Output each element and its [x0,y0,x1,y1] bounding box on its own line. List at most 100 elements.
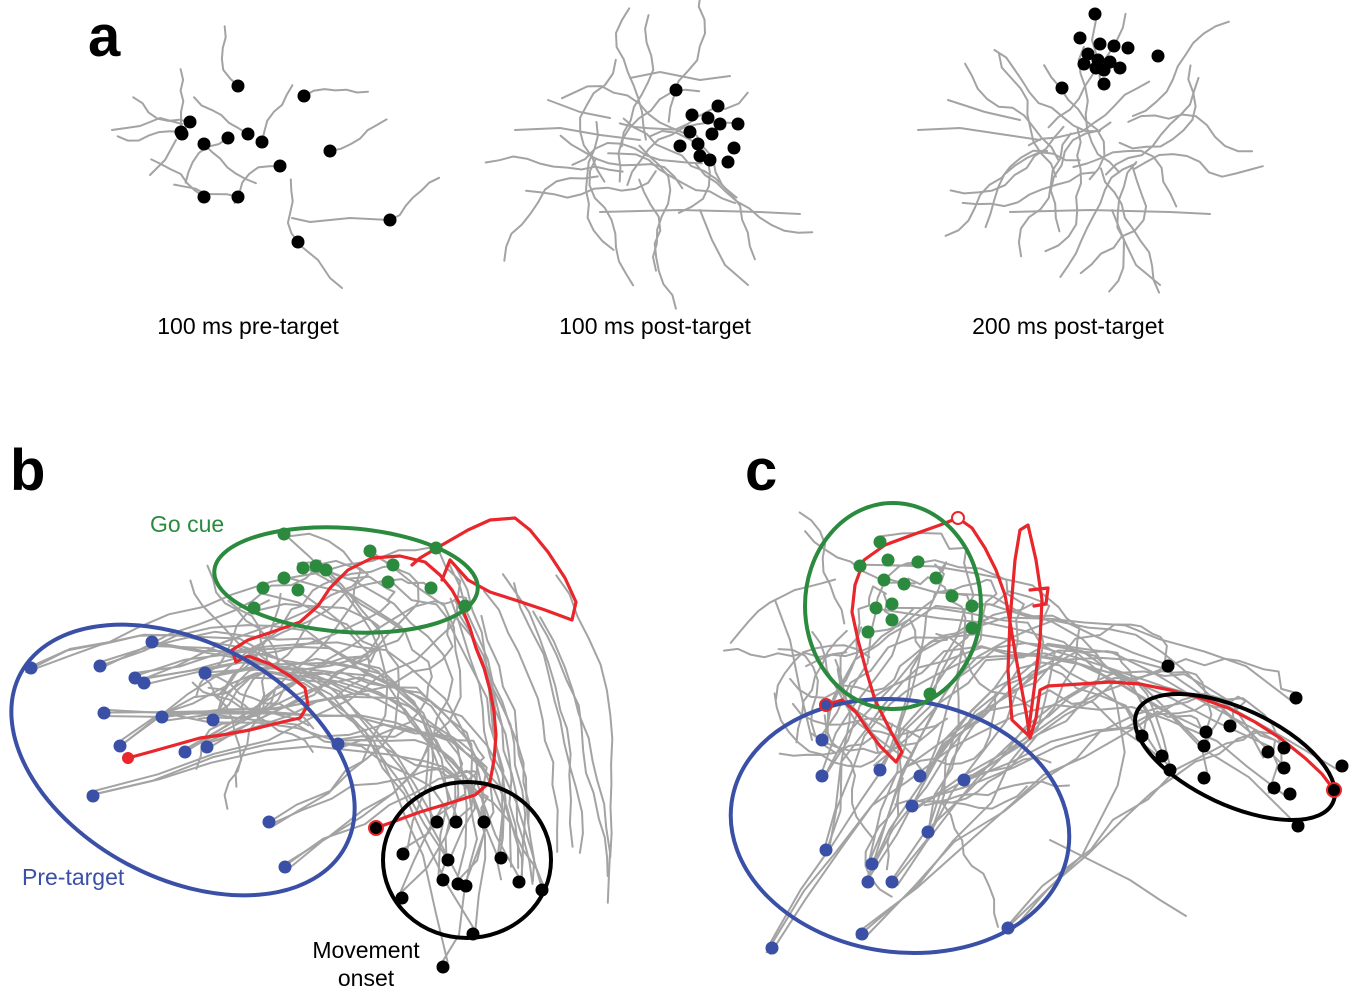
pre-target-dot [200,740,214,754]
trajectory [180,532,362,753]
movement-onset-dot [1277,761,1291,775]
go-cue-dot [458,599,472,613]
go-cue-dot [881,553,895,567]
state-dot [703,153,717,167]
trajectory [894,785,1028,810]
trajectory [834,658,912,754]
state-dot [685,108,699,122]
trajectory [1111,209,1161,286]
go-cue-dot [277,527,291,541]
state-dot [241,127,255,141]
trajectory [778,722,894,768]
trajectory [773,692,875,756]
go-cue-dot [381,575,395,589]
trajectory [579,58,617,183]
trajectory [947,99,1021,121]
movement-onset-dot [441,853,455,867]
trajectory [291,217,389,223]
pre-target-dot [885,875,899,889]
trajectory [906,693,997,768]
trajectory [329,118,388,152]
pre-target-ellipse [9,622,357,898]
panel-b-highlight-end-marker [368,820,384,836]
panel-a-post-target-100-state-dots [669,83,745,169]
trajectory [823,714,875,840]
go-cue-dot [424,581,438,595]
trajectory [95,745,487,933]
panel-c [723,501,1349,955]
movement-onset-dot [395,891,409,905]
go-cue-dot [869,601,883,615]
pre-target-dot [206,713,220,727]
trajectory [1027,80,1151,147]
trajectory [555,574,614,859]
state-dot [231,79,245,93]
state-dot [175,127,189,141]
panel-c-go-cue-ellipse [803,501,983,711]
trajectory [810,723,940,754]
trajectory [629,71,731,81]
go-cue-dot [247,601,261,615]
movement-onset-dot [1135,729,1149,743]
panel-c-pre-target-ellipse [728,697,1072,955]
trajectory [1072,149,1178,208]
trajectory [149,139,177,176]
panel-letter-a: a [88,4,121,69]
movement-onset-dot [1283,787,1297,801]
movement-onset-dot [512,875,526,889]
movement-onset-dot [1261,745,1275,759]
state-dot [291,235,305,249]
pre-target-dot [113,739,127,753]
pre-target-dot [86,789,100,803]
state-dot [383,213,397,227]
state-dot [711,99,725,113]
state-dot [1121,41,1135,55]
trajectory [993,49,1102,133]
pre-target-dot [278,860,292,874]
trajectory [607,152,737,205]
pre-target-dot [913,769,927,783]
trajectory [483,590,559,853]
state-dot [255,135,269,149]
go-cue-dot [256,581,270,595]
trajectory [559,134,684,190]
trajectory [944,149,1049,237]
movement-onset-dot [396,847,410,861]
movement-onset-dot [1335,759,1349,773]
trajectory [207,686,314,753]
movement-onset-dot [1197,771,1211,785]
trajectory [769,689,1175,955]
trajectory [638,178,677,310]
pre-target-dot [865,857,879,871]
trajectory [767,618,924,948]
movement-onset-dot [1291,819,1305,833]
movement-onset-dot [436,873,450,887]
trajectory [189,579,278,669]
go-cue-dot [965,599,979,613]
panel-b-highlight-loop [410,516,578,622]
trajectory [622,117,738,199]
trajectory [30,545,440,670]
movement-onset-dot [1155,749,1169,763]
trajectory [118,671,523,884]
trajectory [1047,12,1127,129]
go-cue-label: Go cue [150,511,224,537]
trajectory [121,676,449,963]
trajectory [638,144,672,272]
movement-onset-dot [466,927,480,941]
state-dot [669,83,683,97]
trajectory [1077,45,1121,174]
panel-b-trajectories [25,528,614,969]
go-cue-dot [929,571,943,585]
pre-target-dot [24,661,38,675]
pre-target-dot [331,737,345,751]
pre-target-dot [262,815,276,829]
trajectory [823,603,1164,741]
trajectory [620,14,655,148]
trajectory [116,130,182,142]
trajectory [585,121,615,251]
trajectory [1059,162,1137,278]
trajectory [798,511,846,625]
trajectory [514,127,641,141]
trajectory [227,599,269,710]
